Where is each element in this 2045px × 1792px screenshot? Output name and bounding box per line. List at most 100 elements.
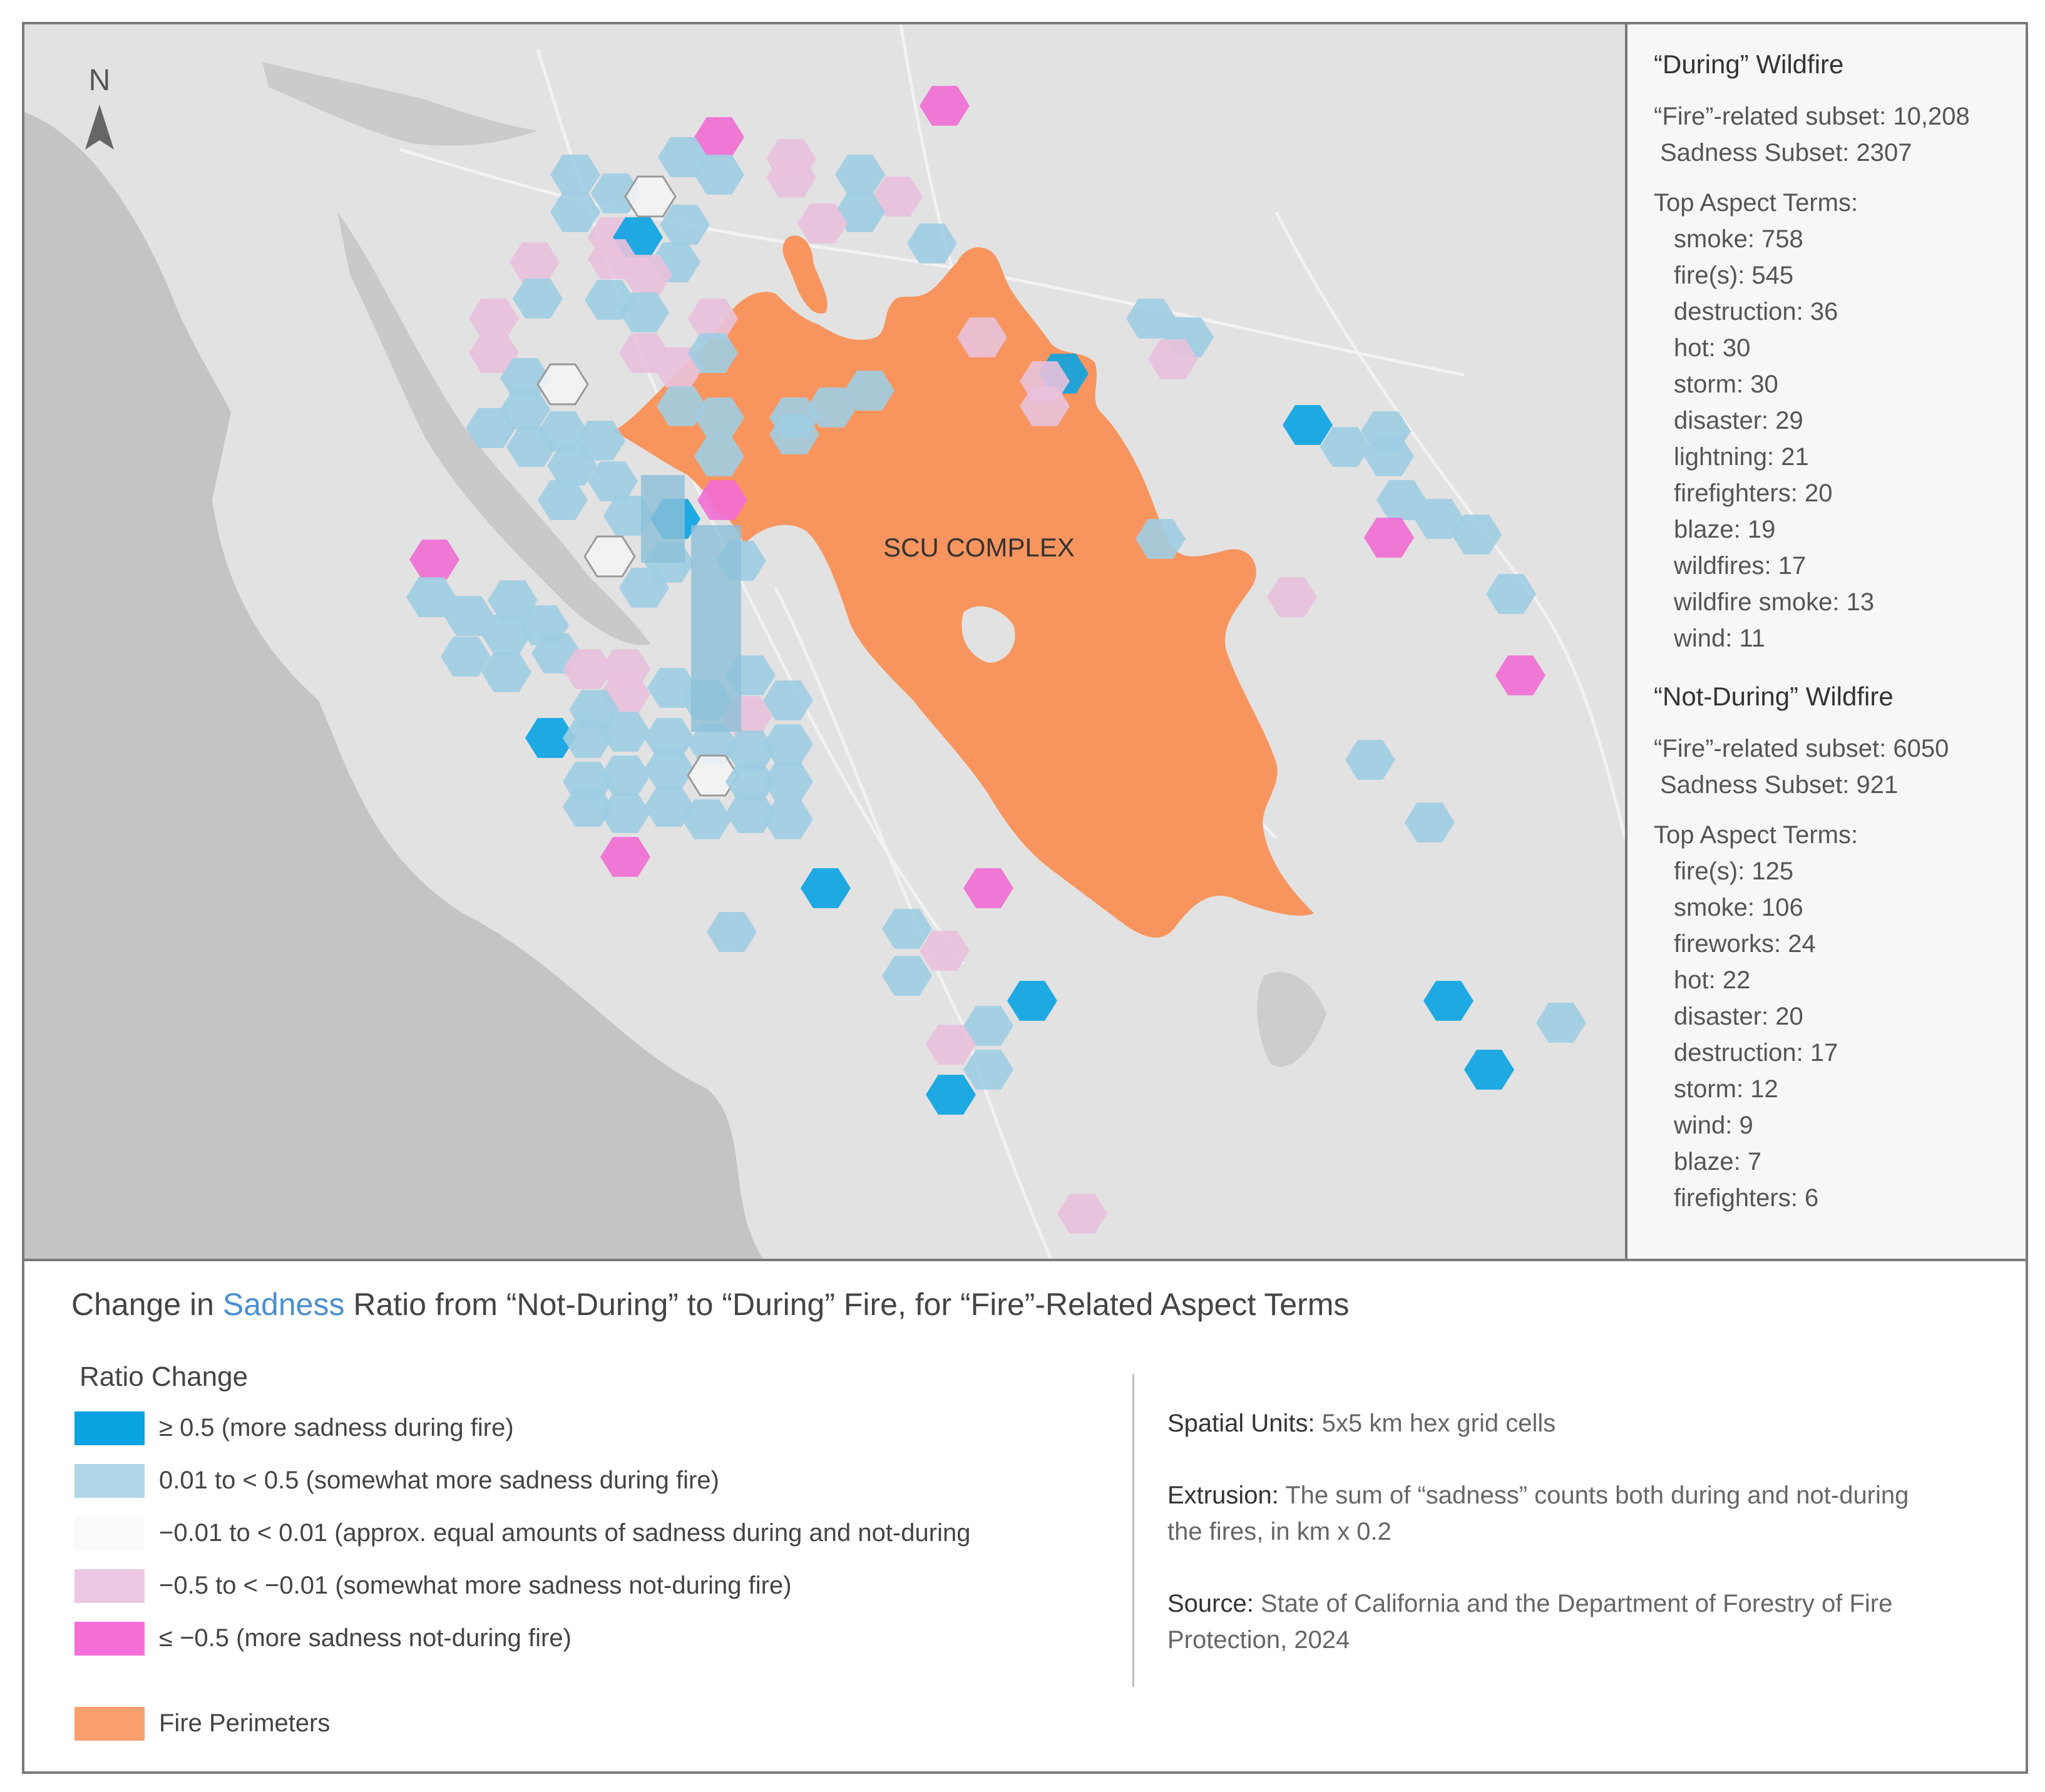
hex-cell[interactable] (1148, 339, 1198, 379)
hex-cell[interactable] (844, 371, 894, 411)
hex-cell[interactable] (441, 637, 491, 677)
hex-cell[interactable] (920, 86, 970, 126)
hex-cell[interactable] (644, 718, 694, 758)
hex-cell[interactable] (1452, 515, 1502, 555)
hex-cell[interactable] (469, 299, 519, 339)
hex-cell[interactable] (1135, 519, 1186, 559)
hex-cell[interactable] (688, 299, 738, 339)
hex-cell[interactable] (657, 386, 707, 426)
hex-cell[interactable] (538, 411, 588, 451)
hex-cell[interactable] (644, 787, 694, 827)
hex-cell[interactable] (1486, 574, 1536, 614)
hex-cell[interactable] (500, 389, 550, 429)
hex-cell[interactable] (807, 387, 857, 428)
hex-cell[interactable] (835, 192, 885, 232)
hex-cell[interactable] (658, 137, 708, 177)
hex-cell[interactable] (882, 909, 932, 949)
hex-cell[interactable] (1320, 427, 1370, 467)
hex-cell[interactable] (763, 762, 813, 802)
hex-cell[interactable] (1464, 1050, 1514, 1090)
hex-cell[interactable] (797, 203, 848, 243)
hex-cell[interactable] (550, 155, 600, 195)
hex-cell[interactable] (500, 358, 550, 398)
hex-cell[interactable] (619, 568, 669, 608)
hex-cell[interactable] (488, 580, 538, 620)
hex-cell[interactable] (1376, 480, 1427, 520)
hex-cell[interactable] (963, 1050, 1013, 1090)
hex-cell[interactable] (920, 931, 970, 971)
hex-cell[interactable] (538, 480, 588, 520)
hex-cell[interactable] (957, 317, 1007, 357)
hex-cell[interactable] (963, 868, 1013, 908)
hex-cell[interactable] (882, 956, 932, 996)
hex-cell[interactable] (963, 1006, 1013, 1046)
hex-cell[interactable] (694, 155, 744, 195)
hex-cell[interactable] (550, 192, 600, 232)
hex-cell[interactable] (725, 730, 776, 771)
hex-cell[interactable] (588, 461, 638, 501)
hex-cell[interactable] (769, 414, 819, 454)
hex-cell[interactable] (763, 724, 813, 764)
hex-cell[interactable] (697, 480, 747, 520)
hex-cell[interactable] (1283, 405, 1333, 445)
hex-cell[interactable] (600, 793, 650, 833)
hex-cell[interactable] (688, 333, 738, 373)
hex-cell[interactable] (707, 912, 757, 952)
hex-cell[interactable] (619, 292, 669, 332)
hex-cell[interactable] (1020, 386, 1070, 426)
hex-cell[interactable] (725, 762, 776, 802)
hex-cell[interactable] (1405, 802, 1455, 842)
hex-cell[interactable] (510, 242, 560, 282)
hex-cell[interactable] (1126, 299, 1176, 339)
hex-cell[interactable] (926, 1025, 976, 1065)
hex-cell[interactable] (481, 615, 531, 655)
hex-map[interactable]: N SCU COMPLEX (24, 24, 1625, 1259)
hex-cell[interactable] (1495, 655, 1545, 695)
hex-cell[interactable] (1007, 981, 1057, 1021)
hex-cell[interactable] (591, 173, 641, 213)
hex-cell[interactable] (1414, 499, 1464, 539)
hex-cell[interactable] (1057, 1194, 1107, 1234)
hex-cell[interactable] (694, 436, 744, 476)
hex-cell[interactable] (766, 158, 816, 198)
hex-cell[interactable] (907, 223, 957, 264)
hex-cell[interactable] (406, 577, 456, 617)
hex-cell[interactable] (660, 205, 710, 245)
hex-cell[interactable] (688, 724, 738, 764)
hex-cell[interactable] (481, 652, 531, 692)
hex-cell[interactable] (682, 799, 732, 839)
hex-cell[interactable] (588, 239, 638, 279)
hex-cell[interactable] (644, 749, 694, 789)
hex-cell[interactable] (444, 596, 494, 636)
hex-cell[interactable] (763, 680, 813, 720)
hex-cell[interactable] (725, 793, 776, 833)
hex-cell[interactable] (1364, 436, 1414, 476)
hex-cell[interactable] (563, 718, 613, 758)
hex-cell[interactable] (622, 255, 672, 295)
hex-cell[interactable] (1364, 518, 1414, 558)
hex-cell[interactable] (583, 535, 636, 578)
hex-cell[interactable] (1536, 1003, 1586, 1043)
hex-cell[interactable] (624, 175, 677, 218)
hex-cell[interactable] (926, 1075, 976, 1115)
hex-cell[interactable] (801, 868, 851, 908)
hex-cell[interactable] (409, 540, 459, 580)
hex-cell[interactable] (694, 397, 744, 438)
hex-cell[interactable] (873, 177, 923, 217)
hex-cell[interactable] (563, 787, 613, 827)
hex-cell[interactable] (694, 117, 744, 157)
hex-cell[interactable] (1345, 740, 1395, 780)
hex-cell[interactable] (763, 799, 813, 839)
hex-cell[interactable] (469, 333, 519, 373)
hex-cell[interactable] (1423, 981, 1474, 1021)
hex-cell[interactable] (536, 363, 589, 406)
hex-cell[interactable] (835, 155, 885, 195)
hex-cell[interactable] (563, 649, 613, 689)
hex-cell[interactable] (466, 408, 516, 448)
hex-cell[interactable] (547, 446, 597, 486)
hex-cell[interactable] (513, 279, 563, 319)
hex-cell[interactable] (525, 718, 575, 758)
hex-cell[interactable] (600, 712, 650, 752)
hex-cell[interactable] (1267, 577, 1317, 617)
hex-cell[interactable] (575, 421, 625, 461)
